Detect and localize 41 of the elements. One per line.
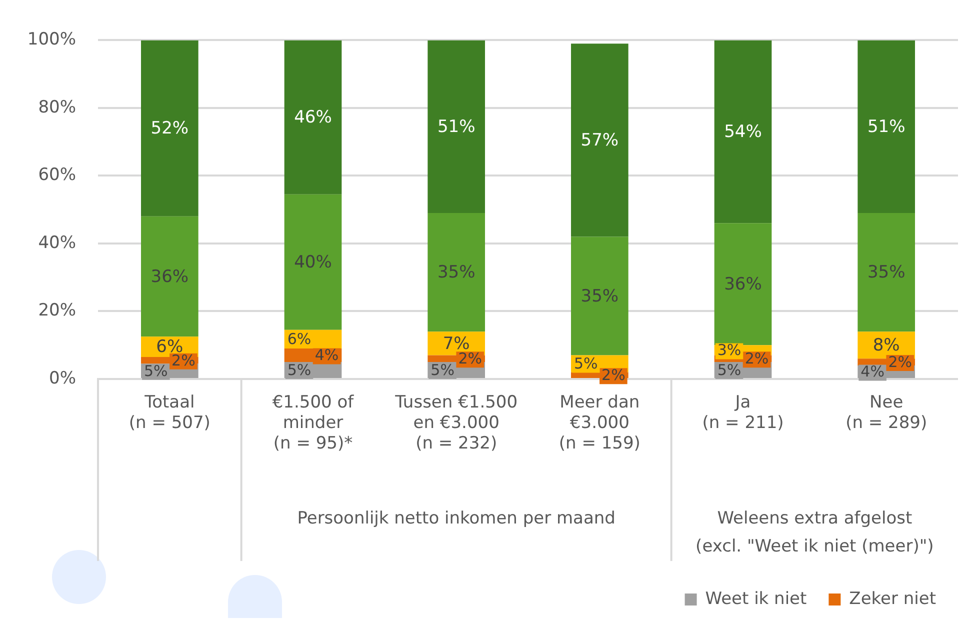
data-label: 35% (867, 262, 906, 283)
x-tick-label: Tussen €1.500 en €3.000 (n = 232) (394, 392, 518, 454)
data-label: 51% (437, 117, 476, 138)
data-label: 2% (602, 366, 626, 384)
data-label: 46% (294, 108, 332, 128)
y-tick-label: 100% (27, 30, 76, 50)
data-label: 2% (744, 350, 769, 368)
data-label: 36% (724, 274, 762, 295)
data-label: 6% (287, 330, 312, 348)
data-label: 5% (287, 360, 312, 379)
x-tick-label: Totaal (n = 507) (128, 392, 210, 434)
data-label: 35% (437, 262, 476, 283)
legend-label: Zeker niet (849, 588, 936, 609)
legend-label: Weet ik niet (705, 588, 808, 609)
x-tick-label: Ja (n = 211) (702, 392, 784, 434)
data-label: 3% (717, 341, 742, 360)
data-label: 4% (314, 346, 339, 364)
data-label: 52% (150, 118, 189, 139)
data-label: 51% (867, 117, 906, 138)
y-tick-label: 40% (38, 232, 76, 253)
data-label: 54% (724, 122, 762, 142)
text: Persoonlijk netto inkomen per maand (297, 508, 616, 528)
data-label: 2% (888, 352, 912, 371)
data-label: 5% (574, 354, 598, 373)
data-label: 5% (430, 360, 454, 379)
data-label: 36% (150, 266, 189, 287)
data-label: 35% (580, 286, 619, 306)
x-tick-label: Meer dan €3.000 (n = 159) (558, 392, 640, 454)
x-tick-label: Nee (n = 289) (846, 392, 928, 434)
data-label: 4% (860, 362, 884, 381)
y-tick-label: 0% (49, 368, 76, 388)
y-tick-label: 60% (38, 165, 76, 186)
data-label: 5% (717, 360, 742, 379)
text: Weleens extra afgelost (excl. "Weet ik niet (meer)") (696, 508, 934, 556)
y-tick-label: 80% (38, 97, 76, 118)
x-tick-label: €1.500 of minder (n = 95)* (272, 392, 355, 454)
data-label: 57% (580, 130, 619, 151)
data-label: 2% (458, 350, 482, 368)
y-tick-label: 20% (38, 300, 76, 321)
data-label: 5% (144, 362, 168, 380)
data-label: 40% (294, 252, 332, 273)
